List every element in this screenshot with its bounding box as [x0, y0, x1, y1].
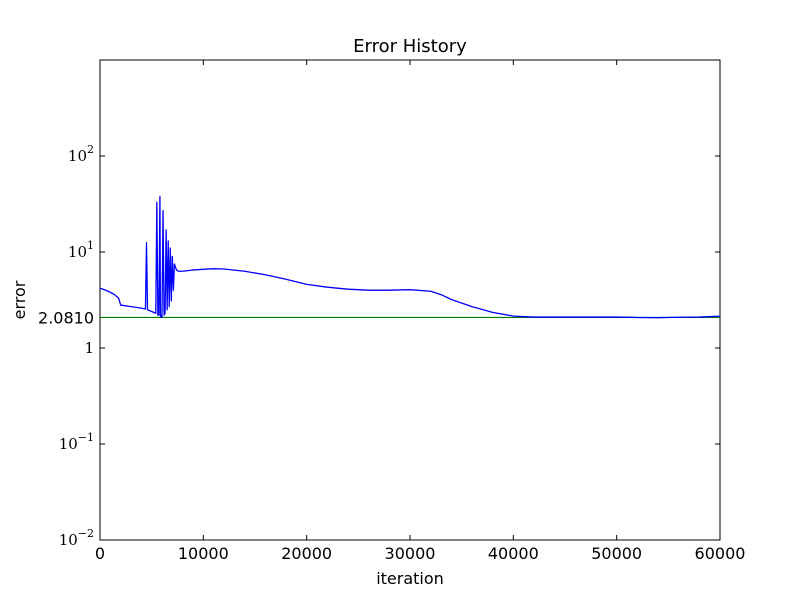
reference-line-label: 2.0810: [38, 308, 94, 327]
chart-title: Error History: [353, 36, 467, 57]
x-tick-label: 20000: [281, 544, 332, 563]
y-tick-label: 10−1: [59, 431, 94, 453]
x-tick-label: 40000: [488, 544, 539, 563]
series-layer: [99, 195, 721, 319]
x-tick-label: 60000: [695, 544, 746, 563]
x-tick-label: 10000: [178, 544, 229, 563]
x-axis-label: iteration: [376, 569, 444, 588]
x-tick-label: 30000: [385, 544, 436, 563]
y-tick-label: 10−2: [59, 527, 94, 549]
plot-frame: [99, 59, 721, 541]
reference-layer: 2.0810: [38, 308, 720, 327]
y-tick-label: 102: [68, 143, 94, 165]
error-series-line: [99, 195, 721, 319]
y-axis-label: error: [10, 280, 29, 319]
x-tick-label: 50000: [591, 544, 642, 563]
y-tick-label: 101: [68, 239, 94, 261]
y-axis-ticks: 10−2 10−1 1 101 102: [59, 143, 720, 549]
y-tick-label: 1: [84, 339, 94, 357]
x-axis-ticks: 0 10000 20000 30000 40000 50000 60000: [95, 60, 746, 563]
x-tick-label: 0: [95, 544, 105, 563]
